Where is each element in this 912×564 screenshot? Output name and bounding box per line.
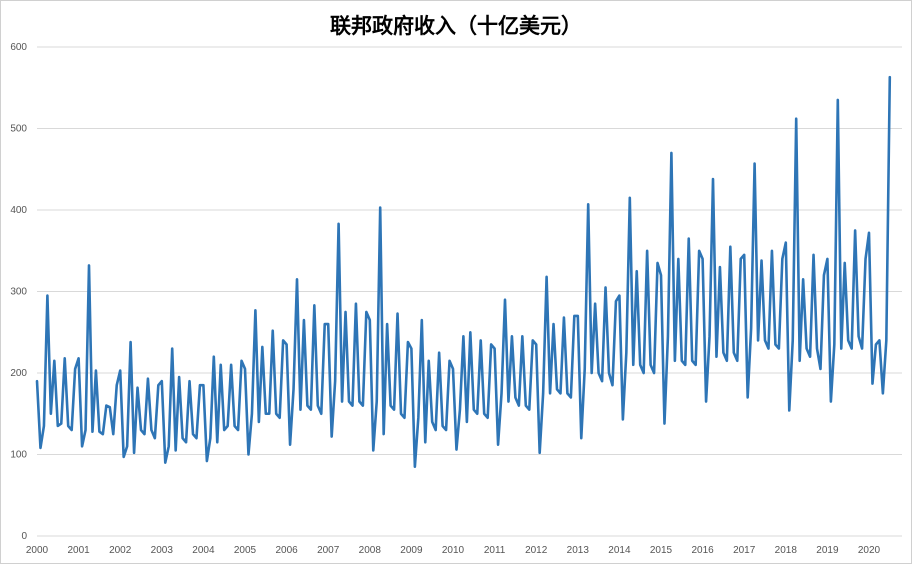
y-tick-label: 0: [21, 531, 27, 542]
x-tick-label: 2016: [691, 545, 714, 556]
x-tick-label: 2012: [525, 545, 548, 556]
y-tick-label: 200: [10, 368, 27, 379]
series-line: [35, 75, 892, 469]
x-tick-label: 2010: [442, 545, 465, 556]
y-tick-label: 400: [10, 205, 27, 216]
x-tick-label: 2005: [234, 545, 257, 556]
x-tick-label: 2008: [359, 545, 382, 556]
x-tick-label: 2003: [151, 545, 174, 556]
x-tick-label: 2018: [775, 545, 798, 556]
x-tick-label: 2000: [26, 545, 49, 556]
x-tick-label: 2002: [109, 545, 132, 556]
y-tick-label: 100: [10, 450, 27, 461]
y-tick-label: 500: [10, 124, 27, 135]
x-tick-label: 2007: [317, 545, 340, 556]
y-tick-label: 600: [10, 42, 27, 53]
x-tick-label: 2013: [567, 545, 590, 556]
chart-title: 联邦政府收入（十亿美元）: [330, 13, 582, 38]
y-tick-label: 300: [10, 287, 27, 298]
x-tick-label: 2004: [192, 545, 215, 556]
x-tick-label: 2001: [67, 545, 90, 556]
x-tick-label: 2014: [608, 545, 631, 556]
x-tick-label: 2011: [484, 545, 506, 556]
x-tick-label: 2017: [733, 545, 756, 556]
x-tick-label: 2009: [400, 545, 423, 556]
x-tick-label: 2006: [275, 545, 298, 556]
x-tick-label: 2020: [858, 545, 881, 556]
x-tick-label: 2019: [816, 545, 839, 556]
x-tick-label: 2015: [650, 545, 673, 556]
